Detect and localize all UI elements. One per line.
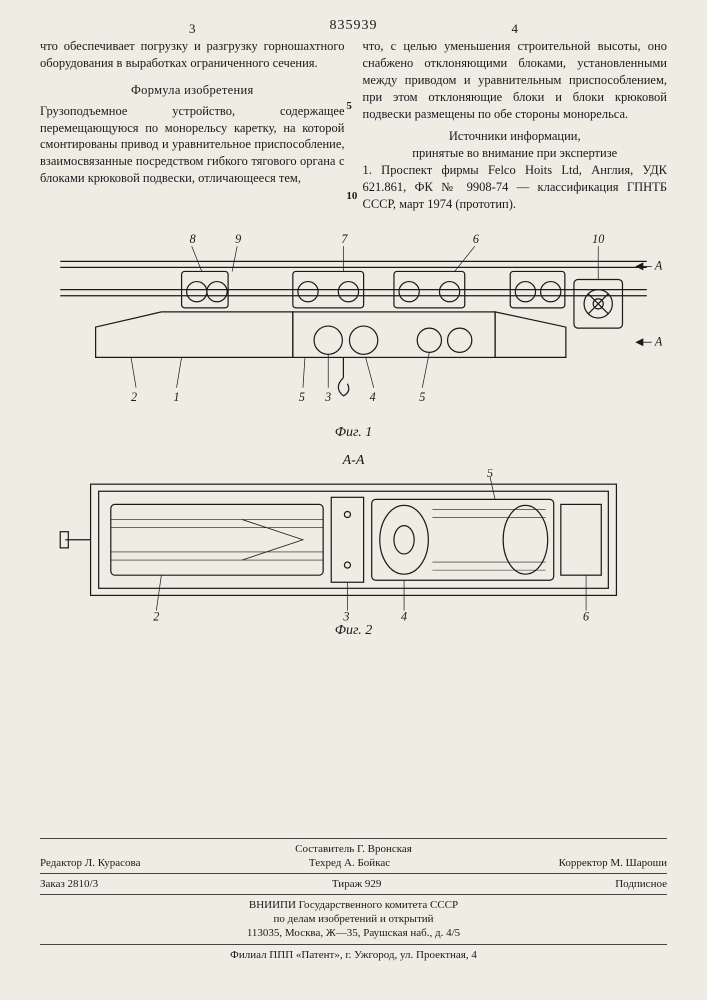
page-col-3: 3 — [189, 20, 196, 38]
figure-1: 8 9 7 6 10 2 1 5 3 4 5 A A Фиг. 1 — [40, 231, 667, 441]
credits-block: Составитель Г. Вронская Редактор Л. Кура… — [40, 835, 667, 962]
arrow-a-bottom: A — [654, 334, 663, 348]
callout2-2: 2 — [153, 610, 159, 621]
line-number-5: 5 — [346, 100, 352, 112]
formula-title: Формула изобретения — [40, 82, 345, 99]
callout-10: 10 — [592, 232, 604, 246]
line-number-10: 10 — [346, 190, 357, 202]
figure-2: A-A — [40, 453, 667, 639]
callout-3: 3 — [324, 390, 331, 404]
text-columns: 3 что обеспечивает погрузку и разгрузку … — [40, 38, 667, 213]
callout-7: 7 — [341, 232, 348, 246]
arrow-a-top: A — [654, 258, 663, 272]
callout-9: 9 — [235, 232, 241, 246]
sources-title: Источники информации, принятые во вниман… — [363, 128, 668, 162]
continuation-paragraph: что, с целью уменьшения строительной выс… — [363, 38, 668, 122]
document-number: 835939 — [40, 18, 667, 34]
callout-2: 2 — [131, 390, 137, 404]
order: Заказ 2810/3 — [40, 877, 98, 891]
callout2-5: 5 — [487, 469, 493, 480]
compiler: Составитель Г. Вронская — [40, 842, 667, 856]
podpisnoe: Подписное — [615, 877, 667, 891]
editor: Редактор Л. Курасова — [40, 856, 140, 870]
filial: Филиал ППП «Патент», г. Ужгород, ул. Про… — [40, 948, 667, 962]
tirazh: Тираж 929 — [332, 877, 382, 891]
right-column: 4 что, с целью уменьшения строительной в… — [363, 38, 668, 213]
callout-5b: 5 — [419, 390, 425, 404]
source-item: 1. Проспект фирмы Felco Hoits Ltd, Англи… — [363, 162, 668, 213]
callout-4: 4 — [370, 390, 376, 404]
fig2-caption: Фиг. 2 — [40, 623, 667, 639]
section-label: A-A — [40, 453, 667, 469]
callout-8: 8 — [190, 232, 196, 246]
figures-block: 8 9 7 6 10 2 1 5 3 4 5 A A Фиг. 1 A- — [40, 231, 667, 639]
fig1-caption: Фиг. 1 — [40, 425, 667, 441]
callout-1: 1 — [173, 390, 179, 404]
vniipi: ВНИИПИ Государственного комитета СССР по… — [40, 899, 667, 940]
callout2-6: 6 — [583, 610, 589, 621]
callout-5: 5 — [299, 390, 305, 404]
patent-page: 835939 5 10 3 что обеспечивает погрузку … — [0, 0, 707, 1000]
callout2-3: 3 — [342, 610, 349, 621]
left-column: 3 что обеспечивает погрузку и разгрузку … — [40, 38, 345, 213]
formula-body: Грузоподъемное устройство, содержащее пе… — [40, 103, 345, 187]
techred: Техред А. Бойкас — [309, 856, 390, 870]
page-col-4: 4 — [512, 20, 519, 38]
figure-1-svg: 8 9 7 6 10 2 1 5 3 4 5 A A — [40, 231, 667, 423]
callout-6: 6 — [473, 232, 479, 246]
callout2-4: 4 — [401, 610, 407, 621]
figure-2-svg: 2 3 4 5 6 — [40, 469, 667, 621]
corrector: Корректор М. Шароши — [559, 856, 667, 870]
intro-paragraph: что обеспечивает погрузку и разгрузку го… — [40, 38, 345, 72]
